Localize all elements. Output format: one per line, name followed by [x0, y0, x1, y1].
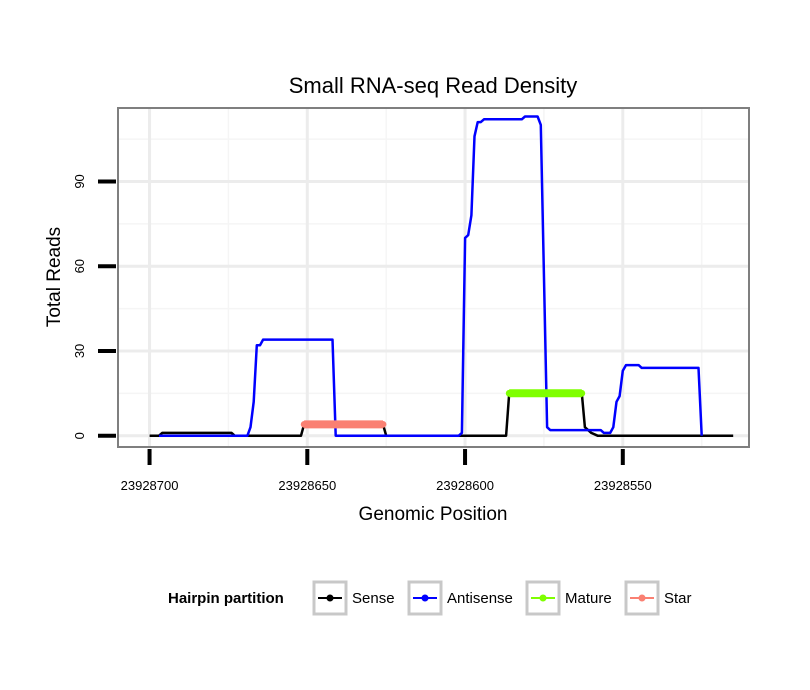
legend-title: Hairpin partition	[168, 590, 284, 607]
series-line-antisense	[159, 115, 703, 437]
series-line-sense	[149, 392, 734, 437]
data-point	[578, 389, 586, 397]
y-tick-label: 60	[72, 259, 87, 273]
legend-item-sense: Sense	[312, 580, 395, 616]
legend-label-sense: Sense	[352, 590, 395, 607]
series-antisense	[159, 115, 703, 437]
x-tick-label: 23928600	[436, 478, 494, 493]
legend-label-antisense: Antisense	[447, 590, 513, 607]
legend-label-star: Star	[664, 590, 692, 607]
data-point	[379, 421, 387, 428]
legend-key-point	[539, 594, 547, 602]
y-axis-title: Total Reads	[44, 227, 65, 327]
x-tick-label: 23928650	[278, 478, 336, 493]
plot-panel	[117, 107, 750, 448]
legend-key-point	[638, 594, 646, 602]
y-tick-label: 0	[72, 432, 87, 439]
legend-key-point	[326, 594, 334, 602]
x-tick-label: 23928550	[594, 478, 652, 493]
legend-item-mature: Mature	[525, 580, 612, 616]
legend-key-point	[421, 594, 429, 602]
legend: Hairpin partition Sense Antisense Mature St…	[168, 580, 692, 616]
series-sense	[149, 392, 734, 437]
legend-item-star: Star	[624, 580, 692, 616]
x-axis-title: Genomic Position	[359, 504, 508, 525]
legend-label-mature: Mature	[565, 590, 612, 607]
y-tick-label: 90	[72, 174, 87, 188]
series-star	[300, 420, 387, 429]
y-tick-label: 30	[72, 344, 87, 358]
chart-title: Small RNA-seq Read Density	[289, 73, 578, 98]
legend-item-antisense: Antisense	[407, 580, 513, 616]
series-mature	[505, 389, 586, 398]
x-tick-label: 23928700	[121, 478, 179, 493]
